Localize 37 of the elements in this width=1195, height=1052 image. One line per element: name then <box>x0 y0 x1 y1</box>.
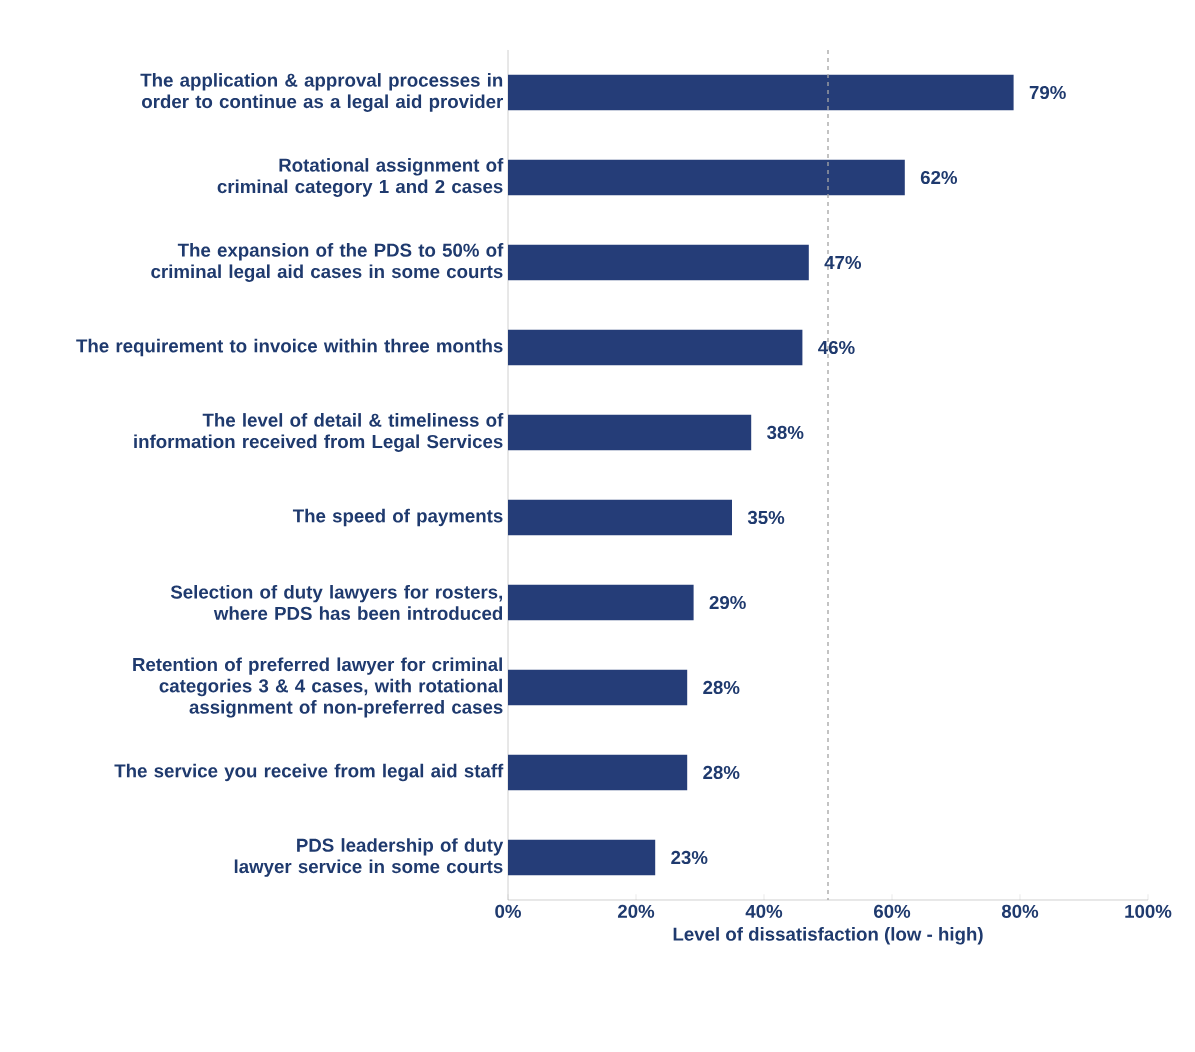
data-label: 29% <box>709 595 746 610</box>
x-tick-label: 40% <box>745 904 783 918</box>
y-tick-label: Retention of preferred lawyer for criminal categories 3 & 4 cases, with rotational assignment of non-preferred cases <box>133 657 503 718</box>
bar <box>508 669 688 706</box>
data-label: 79% <box>1029 85 1066 100</box>
y-tick-label: The application & approval processes in order to continue as a legal aid provider <box>140 73 504 112</box>
bar <box>508 159 905 196</box>
bar <box>508 244 809 281</box>
bar <box>508 414 752 451</box>
data-label: 35% <box>747 510 785 525</box>
bar <box>508 839 656 876</box>
x-tick-label: 100% <box>1125 904 1172 918</box>
x-tick-label: 20% <box>617 904 655 918</box>
y-tick-label: PDS leadership of duty lawyer service in some courts <box>234 838 504 877</box>
y-tick-label: Selection of duty lawyers for rosters, where PDS has been introduced <box>170 584 503 621</box>
data-label: 47% <box>824 255 862 270</box>
data-label: 62% <box>920 170 958 185</box>
x-tick-label: 0% <box>495 904 521 918</box>
y-tick-label: The requirement to invoice within three months <box>76 338 503 357</box>
data-label: 23% <box>671 850 708 865</box>
bar <box>508 584 694 621</box>
data-label: 38% <box>767 425 804 440</box>
y-tick-label: The speed of payments <box>292 508 503 527</box>
data-label: 46% <box>818 340 855 355</box>
x-tick-label: 80% <box>1001 904 1039 918</box>
y-tick-label: The level of detail & timeliness of information received from Legal Services <box>134 413 504 452</box>
y-tick-label: The expansion of the PDS to 50% of criminal legal aid cases in some courts <box>151 243 504 282</box>
y-tick-label: The service you receive from legal aid staff <box>114 763 504 782</box>
y-tick-label: Rotational assignment of criminal category 1 and 2 cases <box>217 158 504 197</box>
bar <box>508 74 1014 111</box>
bar <box>508 499 732 536</box>
x-tick-label: 60% <box>874 904 911 918</box>
x-axis-title: Level of dissatisfaction (low - high) <box>673 927 983 945</box>
data-label: 28% <box>703 680 740 695</box>
bar <box>508 329 803 366</box>
bar <box>508 754 688 791</box>
data-label: 28% <box>703 765 740 780</box>
